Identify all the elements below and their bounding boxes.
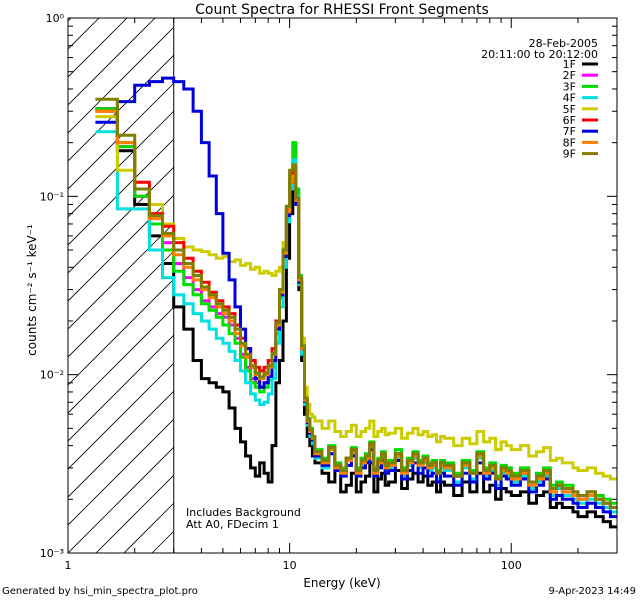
generated-by-note: Generated by hsi_min_spectra_plot.pro <box>2 586 198 597</box>
hatch-line <box>68 18 128 78</box>
legend-label-5f: 5F <box>563 103 576 116</box>
y-tick-label: 10⁻¹ <box>40 190 64 203</box>
x-tick-label: 100 <box>501 559 522 572</box>
y-tick-label: 10⁰ <box>46 12 65 25</box>
hatch-line <box>68 18 240 190</box>
y-tick-label: 10⁻³ <box>40 547 64 560</box>
axis-ticks <box>67 18 618 554</box>
legend-label-6f: 6F <box>563 114 576 127</box>
background-note: Includes Background <box>186 506 301 519</box>
legend-label-8f: 8F <box>563 136 576 149</box>
attenuator-note: Att A0, FDecim 1 <box>186 518 279 531</box>
observation-date: 28-Feb-2005 <box>529 37 598 50</box>
hatch-line <box>68 18 100 50</box>
series-layer <box>95 76 617 529</box>
legend-label-4f: 4F <box>563 92 576 105</box>
x-tick-label: 1 <box>65 559 72 572</box>
plot-timestamp: 9-Apr-2023 14:49 <box>549 586 636 597</box>
axis-tick-labels: 1 10 100 10⁰ 10⁻¹ 10⁻² 10⁻³ <box>40 12 522 572</box>
observation-time-range: 20:11:00 to 20:12:00 <box>481 48 598 61</box>
legend-label-2f: 2F <box>563 69 576 82</box>
hatch-line <box>68 18 72 22</box>
legend-label-1f: 1F <box>563 58 576 71</box>
series-line-9f <box>95 97 617 509</box>
y-tick-label: 10⁻² <box>40 369 64 382</box>
hatch-line <box>68 18 184 134</box>
series-line-7f <box>95 76 617 519</box>
legend-label-3f: 3F <box>563 80 576 93</box>
x-tick-label: 10 <box>283 559 297 572</box>
hatch-line <box>68 18 156 106</box>
x-axis-label: Energy (keV) <box>303 576 380 590</box>
legend-label-9f: 9F <box>563 148 576 161</box>
plot-frame <box>67 17 618 554</box>
legend-label-7f: 7F <box>563 125 576 138</box>
series-line-1f <box>95 107 617 529</box>
chart-title: Count Spectra for RHESSI Front Segments <box>195 2 489 18</box>
series-line-5f <box>95 115 617 481</box>
y-axis-label: counts cm⁻² s⁻¹ keV⁻¹ <box>25 224 39 356</box>
